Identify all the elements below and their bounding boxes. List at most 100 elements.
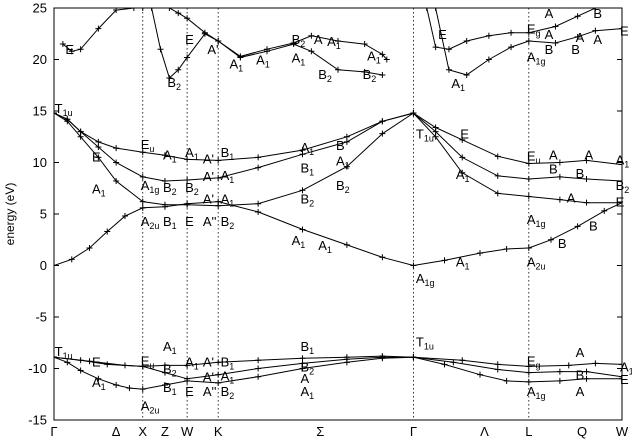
band-point-marker [556, 196, 563, 203]
band-point-marker [432, 8, 439, 11]
y-axis-label: energy (eV) [3, 183, 17, 246]
symmetry-label: B [558, 236, 567, 251]
band-point-marker [601, 207, 608, 214]
symmetry-label: A [593, 32, 602, 47]
band-point-marker [592, 360, 599, 367]
symmetry-label: A' [203, 354, 214, 369]
band-point-marker [104, 228, 111, 235]
band-point-marker [494, 190, 501, 197]
symmetry-label: A [314, 32, 323, 47]
band-point-marker [308, 48, 315, 55]
band-point-marker [583, 199, 590, 206]
k-point-label: W [181, 424, 194, 439]
band-point-marker [574, 13, 581, 20]
symmetry-label: A1 [327, 34, 341, 51]
symmetry-label: A' [207, 42, 218, 57]
band-line [54, 201, 622, 267]
band-point-marker [450, 359, 457, 366]
symmetry-label: E [92, 149, 101, 164]
symmetry-label: A2u [527, 254, 546, 271]
symmetry-label: A1 [256, 53, 270, 70]
band-point-marker [77, 133, 84, 140]
band-point-marker [68, 256, 75, 263]
band-point-marker [583, 368, 590, 375]
band-point-marker [525, 244, 532, 251]
symmetry-label: B2 [363, 67, 377, 84]
k-point-label: Q [577, 424, 587, 439]
symmetry-label: A [585, 147, 594, 162]
band-point-marker [113, 145, 120, 152]
band-point-marker [494, 153, 501, 160]
symmetry-label: A1 [292, 50, 306, 67]
symmetry-label: B [589, 218, 598, 233]
symmetry-label: A [576, 30, 585, 45]
symmetry-label: A1g [141, 178, 160, 195]
band-point-marker [463, 37, 470, 44]
band-point-marker [77, 128, 84, 135]
band-point-marker [494, 172, 501, 179]
symmetry-label: Eu [141, 137, 155, 154]
symmetry-label: A1 [221, 192, 235, 209]
band-point-marker [126, 385, 133, 392]
band-point-marker [459, 154, 466, 161]
band-point-marker [459, 357, 466, 364]
symmetry-label: A' [203, 192, 214, 207]
band-point-marker [113, 381, 120, 388]
band-point-marker [445, 66, 452, 73]
symmetry-label: E [185, 32, 194, 47]
band-point-marker [255, 373, 262, 380]
symmetry-label: A1 [301, 384, 315, 401]
symmetry-label: A1 [92, 181, 106, 198]
y-tick-label: 15 [33, 104, 47, 119]
band-point-marker [255, 154, 262, 161]
band-point-marker [619, 161, 622, 168]
y-tick-label: -15 [28, 413, 47, 428]
band-point-marker [95, 138, 102, 145]
symmetry-label: B2 [185, 180, 199, 197]
band-point-marker [494, 361, 501, 368]
band-point-marker [184, 177, 191, 184]
symmetry-label: A [576, 345, 585, 360]
band-point-marker [139, 204, 146, 211]
band-point-marker [139, 149, 146, 156]
symmetry-label: B [336, 138, 345, 153]
band-point-marker [556, 173, 563, 180]
band-point-marker [508, 29, 515, 36]
band-point-marker [383, 56, 390, 63]
band-point-marker [343, 241, 350, 248]
symmetry-label: A [545, 6, 554, 21]
band-point-marker [619, 375, 622, 382]
symmetry-label: B2 [167, 75, 181, 92]
symmetry-label: Eu [141, 353, 155, 370]
band-point-marker [86, 244, 93, 251]
band-point-marker [525, 378, 532, 385]
band-point-marker [565, 362, 572, 369]
symmetry-label: A1 [230, 57, 244, 74]
symmetry-label: A' [203, 151, 214, 166]
band-point-marker [459, 136, 466, 143]
y-tick-label: 20 [33, 52, 47, 67]
symmetry-label: A1 [456, 167, 470, 184]
symmetry-label: A [545, 27, 554, 42]
band-point-marker [161, 152, 168, 159]
band-point-marker [113, 178, 120, 185]
symmetry-label: E [65, 42, 74, 57]
k-point-label: L [525, 424, 532, 439]
symmetry-label: B1 [301, 339, 315, 356]
band-point-marker [494, 366, 501, 373]
symmetry-label: A1 [451, 76, 465, 93]
band-point-marker [54, 110, 57, 117]
band-point-marker [64, 359, 71, 366]
band-point-marker [215, 371, 222, 378]
symmetry-label: A' [203, 169, 214, 184]
band-point-marker [139, 363, 146, 370]
band-point-marker [525, 369, 532, 376]
symmetry-label: T1u [55, 101, 73, 118]
band-point-marker [255, 365, 262, 372]
symmetry-label: E [460, 127, 469, 142]
band-point-marker [583, 175, 590, 182]
band-point-marker [299, 187, 306, 194]
symmetry-label: B2 [221, 214, 235, 231]
k-point-label: W [616, 424, 629, 439]
band-point-marker [552, 40, 559, 47]
